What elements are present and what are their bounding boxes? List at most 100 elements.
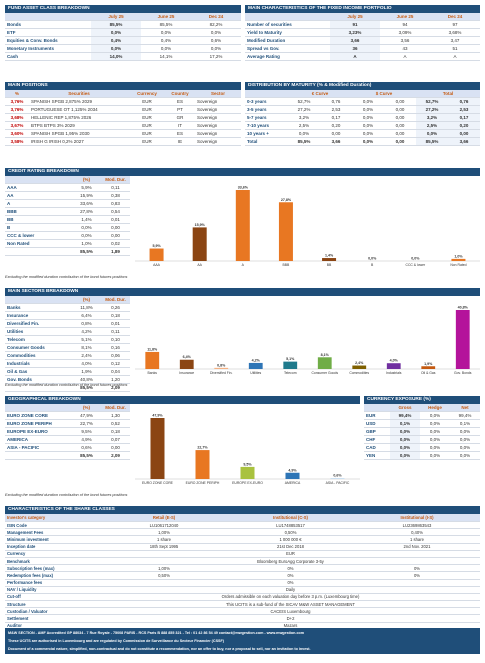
table-cell: 0,0% [352, 137, 385, 146]
table-cell: 0,52 [101, 419, 130, 428]
table-row: CHF 0,0% 0,0% 0,0% [364, 435, 480, 444]
table-cell: 3,76% [5, 97, 29, 106]
table-row: Performance fees 0% [5, 579, 480, 587]
table-cell: Currency [129, 90, 165, 98]
table-cell: 2,53 [448, 105, 481, 114]
footnote: Excluding the modified duration contribu… [5, 493, 128, 497]
bar [179, 359, 194, 369]
table-cell: SPANISH SPGB 1,95% 2030 [29, 129, 129, 138]
table-cell: EUR [129, 121, 165, 130]
table-row: AA 15,9% 0,38 [5, 191, 130, 200]
table-cell: 0,00 [101, 223, 130, 232]
table-cell: 0% [227, 564, 354, 573]
table-cell: LU1061712040 [101, 521, 227, 530]
table-cell: B [5, 223, 72, 232]
table-row: Custodian / Valuator CACEIS Luxembourg [5, 607, 480, 616]
table-cell: Industrials [5, 359, 72, 368]
table-cell: 0,0% [352, 113, 385, 122]
table-cell: CHF [364, 435, 390, 444]
category-label: Consumer Goods [311, 371, 338, 375]
bar [317, 357, 332, 369]
value-label: 27,8% [281, 198, 292, 202]
section-title: MAIN POSITIONS [5, 82, 241, 90]
empty-cell [5, 296, 72, 304]
table-cell: EUR [129, 105, 165, 114]
table-cell: Dec 24 [430, 13, 480, 21]
table-row: 85,5% 2,09 [5, 451, 130, 460]
table-row: Diversified Fin. 0,8% 0,01 [5, 319, 130, 328]
table-cell: 10 years + [245, 129, 288, 138]
table-cell: Country [165, 90, 195, 98]
table-cell: 0,0% [450, 451, 480, 460]
bar-chart: 47,9% EURO ZONE CORE 22,7% EURO ZONE PERIPH… [135, 414, 360, 485]
table-cell: 0,00 [384, 137, 417, 146]
table-row: EURO ZONE CORE 47,9% 1,30 [5, 411, 130, 420]
table-cell: ASIA - PACIFIC [5, 443, 72, 452]
table-cell: 0,02 [101, 239, 130, 248]
table-cell: NAV / Liquidity [5, 586, 101, 594]
table-cell: Total [245, 137, 288, 146]
table-cell: % [5, 90, 29, 98]
table-cell: Inception date [5, 543, 101, 551]
table-cell: Cash [5, 52, 91, 61]
table-cell: 3,2% [416, 113, 449, 122]
table-cell: Mod. Dur. [101, 176, 130, 184]
table-cell: 5-7 years [245, 113, 288, 122]
category-label: CCC & lower [406, 263, 426, 267]
table-cell: 85,5% [72, 383, 101, 392]
table-row: 5-7 years 3,2% 0,17 0,0% 0,00 3,2% 0,17 [245, 113, 481, 122]
table-cell: (%) [72, 404, 101, 412]
table-cell: 0,11 [101, 183, 130, 192]
table-cell: 0,40% [354, 528, 480, 537]
table-cell: Currency [5, 550, 101, 558]
table-cell: 0,4% [91, 36, 141, 45]
bar [192, 227, 207, 261]
table-cell: 85,5% [91, 20, 141, 29]
table-row: 85,5% 1,89 [5, 247, 130, 256]
table-cell: 3,09% [380, 28, 430, 37]
table-row: BBB 27,8% 0,54 [5, 207, 130, 216]
table-row: NAV / Liquidity Daily [5, 586, 480, 594]
table-cell: EUR [129, 113, 165, 122]
value-label: 40,8% [458, 306, 469, 310]
table-cell: 3,66 [320, 137, 353, 146]
table-cell: 0,0% [72, 231, 101, 240]
table-cell: 47,9% [72, 411, 101, 420]
table-cell: 0% [354, 571, 480, 580]
table-cell: Modified Duration [245, 36, 330, 45]
table-cell: Orders admissible on each valuation day … [101, 593, 480, 602]
value-label: 5,9% [152, 244, 161, 248]
table-cell: 5,9% [72, 183, 101, 192]
table-row: July 25 June 25 Dec 24 [5, 13, 241, 21]
table-row: Inception date 18th Sept 1995 21st Dec 201… [5, 543, 480, 551]
table-cell: 0,04 [101, 367, 130, 376]
category-label: Non Rated [450, 263, 466, 267]
table-cell: Total [416, 90, 481, 98]
bar [235, 190, 250, 261]
table-row: Non Rated 1,0% 0,02 [5, 239, 130, 248]
value-label: 33,6% [238, 186, 249, 190]
table-cell: Insurance [5, 311, 72, 320]
table-cell: 91 [330, 20, 380, 29]
table-cell: 0,50% [227, 528, 354, 537]
table-cell: 0,0% [390, 451, 420, 460]
table-cell: 11,8% [72, 303, 101, 312]
table-cell: 43 [380, 44, 430, 53]
category-label: Oil & Gas [421, 371, 436, 375]
table-cell: Benchmark [5, 557, 101, 566]
table-cell: 0,10 [101, 335, 130, 344]
table-cell: CACEIS Luxembourg [101, 607, 480, 616]
table-cell: 0% [227, 571, 354, 580]
table-cell: Bonds [5, 20, 91, 29]
table-cell: 0,0% [420, 427, 450, 436]
table-cell: Structure [5, 600, 101, 609]
table-cell: ES [165, 129, 195, 138]
table-cell: 94 [380, 20, 430, 29]
section-title: GEOGRAPHICAL BREAKDOWN [5, 396, 360, 404]
bar [145, 351, 160, 369]
table-row: 3,76% SPANISH SPGB 2,875% 2029 EUR ES Sovere… [5, 97, 241, 106]
table: % Securities Currency Country Sector 3,76% SPA… [5, 90, 241, 146]
table-cell: 2,4% [72, 351, 101, 360]
table-row: ASIA - PACIFIC 0,6% 0,00 [5, 443, 130, 452]
